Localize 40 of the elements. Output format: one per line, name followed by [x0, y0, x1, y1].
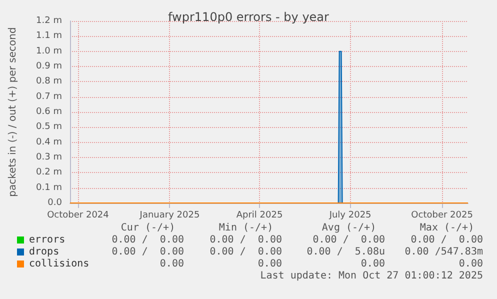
y-tick-label: 1.0 m	[36, 46, 62, 56]
y-tick-label: 0.3 m	[36, 152, 62, 162]
y-tick-label: 0.1 m	[36, 182, 62, 193]
text: Avg (-/+)	[322, 222, 376, 234]
y-tick-label: 0.5 m	[36, 122, 62, 132]
x-tick-label: July 2025	[328, 210, 372, 220]
text: 0.00	[458, 258, 483, 270]
text: Last update: Mon Oct 27 01:00:12 2025	[260, 270, 483, 282]
x-tick-label: October 2024	[47, 210, 110, 220]
y-tick-label: 0.8 m	[36, 76, 62, 87]
text: 0.00 / 0.00	[410, 234, 483, 246]
x-tick-label: April 2025	[236, 210, 283, 220]
text: 0.00 / 0.00	[312, 234, 385, 246]
y-tick-label: 0.6 m	[36, 107, 62, 117]
chart-title: fwpr110p0 errors - by year	[168, 10, 330, 24]
text: 0.00 / 0.00	[210, 234, 282, 246]
text: 0.00	[258, 258, 282, 270]
legend-label: collisions	[29, 258, 90, 270]
text: 0.00	[160, 258, 184, 270]
text: 0.00 /547.83m	[404, 246, 483, 258]
text: 0.00 / 0.00	[112, 246, 184, 258]
text: 0.00 / 0.00	[112, 234, 184, 246]
y-tick-label: 0.4 m	[36, 137, 62, 148]
y-tick-label: 1.1 m	[36, 31, 62, 42]
y-tick-label: 0.0	[48, 198, 62, 208]
x-tick-label: January 2025	[138, 210, 200, 220]
legend-label: errors	[29, 234, 66, 246]
text: Cur (-/+)	[120, 222, 176, 234]
y-tick-label: 1.2 m	[36, 16, 62, 26]
text: 0.00 / 5.08u	[306, 246, 385, 258]
text: 0.00 / 0.00	[210, 246, 282, 258]
text: Min (-/+)	[218, 222, 274, 234]
y-tick-label: 0.7 m	[36, 92, 62, 102]
x-tick-label: October 2025	[411, 210, 473, 220]
y-axis-title: packets in (-) / out (+) per second	[8, 27, 18, 197]
y-tick-label: 0.2 m	[36, 168, 62, 178]
legend-label: drops	[29, 246, 60, 258]
y-tick-label: 0.9 m	[36, 62, 62, 72]
text: 0.00	[360, 258, 385, 270]
text: Max (-/+)	[420, 222, 474, 234]
